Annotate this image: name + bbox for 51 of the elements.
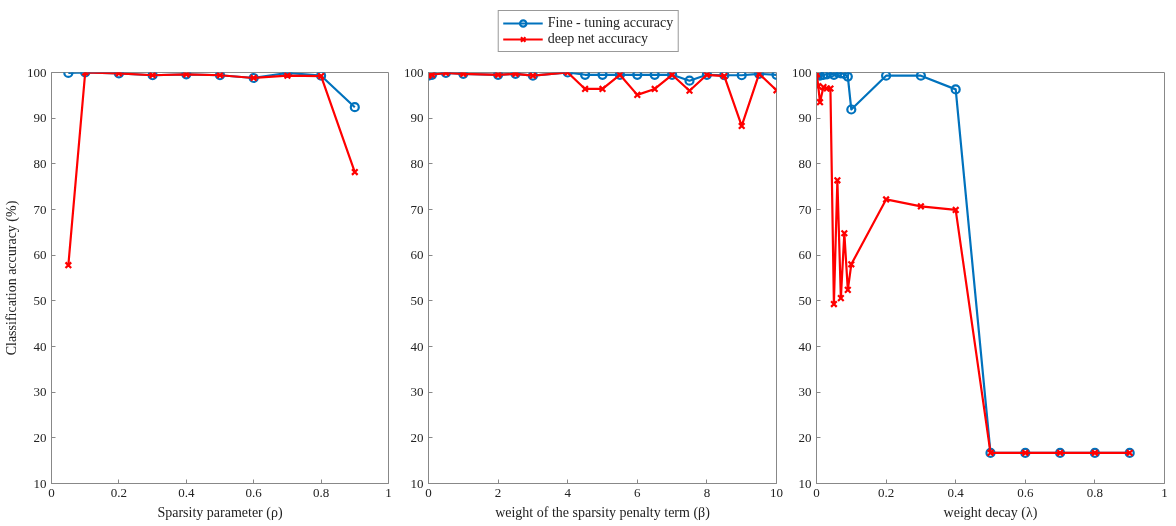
y-tick-label: 70 <box>410 201 424 217</box>
y-tick-label: 80 <box>33 155 47 171</box>
y-tick-label: 90 <box>33 110 47 126</box>
x-tick-label: 0.4 <box>178 484 195 500</box>
y-tick-label: 70 <box>33 201 47 217</box>
x-tick-label: 0.6 <box>245 484 263 500</box>
y-tick-label: 20 <box>798 429 812 445</box>
y-tick-label: 80 <box>410 155 424 171</box>
y-tick-label: 30 <box>33 384 47 400</box>
y-tick-label: 60 <box>410 247 424 263</box>
y-tick-label: 100 <box>27 64 47 80</box>
x-tick-label: 0.2 <box>110 484 128 500</box>
y-tick-label: 40 <box>410 338 424 354</box>
y-tick-label: 50 <box>410 292 424 308</box>
x-tick-label: 10 <box>770 484 783 500</box>
y-tick-label: 50 <box>33 292 47 308</box>
y-tick-label: 90 <box>410 110 424 126</box>
y-tick-label: 90 <box>798 110 812 126</box>
y-tick-label: 50 <box>798 292 812 308</box>
y-tick-label: 20 <box>410 429 424 445</box>
y-tick-label: 100 <box>404 64 424 80</box>
x-tick-label: 0.6 <box>1017 484 1034 500</box>
y-tick-label: 30 <box>798 384 812 400</box>
y-tick-label: 100 <box>792 64 812 80</box>
y-axis-title: Classification accuracy (%) <box>4 200 20 356</box>
y-tick-label: 80 <box>798 155 812 171</box>
y-tick-label: 30 <box>410 384 424 400</box>
x-tick-label: 0 <box>48 484 55 500</box>
x-axis-title: Sparsity parameter (ρ) <box>157 504 283 521</box>
x-axis-title: weight of the sparsity penalty term (β) <box>495 504 711 521</box>
y-tick-label: 40 <box>798 338 812 354</box>
y-tick-label: 20 <box>33 429 47 445</box>
y-tick-label: 40 <box>33 338 47 354</box>
x-tick-label: 0 <box>813 484 820 500</box>
x-tick-label: 2 <box>494 484 502 500</box>
x-axis-title: weight decay (λ) <box>943 504 1038 521</box>
x-tick-label: 0.8 <box>312 484 330 500</box>
legend-label: Fine - tuning accuracy <box>547 15 674 31</box>
y-tick-label: 70 <box>798 201 812 217</box>
x-tick-label: 6 <box>634 484 642 500</box>
x-tick-label: 0.8 <box>1086 484 1104 500</box>
x-tick-label: 1 <box>385 484 392 500</box>
x-tick-label: 8 <box>703 484 711 500</box>
y-tick-label: 60 <box>798 247 812 263</box>
x-tick-label: 0.4 <box>947 484 965 500</box>
x-tick-label: 0 <box>425 484 432 500</box>
x-tick-label: 4 <box>564 484 572 500</box>
legend-label: deep net accuracy <box>547 31 648 47</box>
x-tick-label: 0.2 <box>877 484 895 500</box>
y-tick-label: 60 <box>33 247 47 263</box>
x-tick-label: 1 <box>1161 484 1168 500</box>
